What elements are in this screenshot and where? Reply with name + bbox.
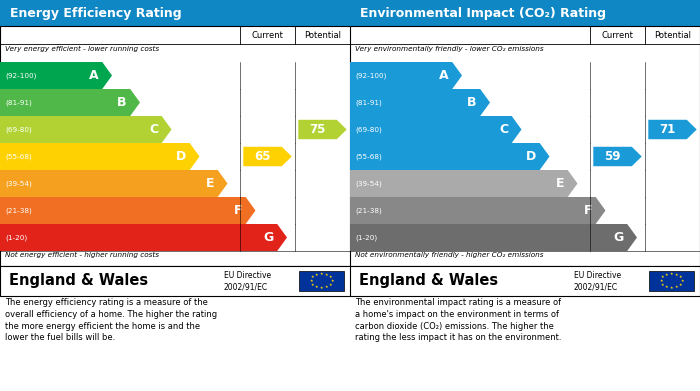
Text: EU Directive
2002/91/EC: EU Directive 2002/91/EC xyxy=(224,271,271,291)
Text: G: G xyxy=(263,231,274,244)
Text: (39-54): (39-54) xyxy=(6,180,32,187)
Text: England & Wales: England & Wales xyxy=(8,273,148,289)
Text: C: C xyxy=(149,123,158,136)
Text: ★: ★ xyxy=(659,279,663,283)
Polygon shape xyxy=(0,170,228,197)
Text: England & Wales: England & Wales xyxy=(358,273,498,289)
Text: A: A xyxy=(439,69,449,82)
Text: ★: ★ xyxy=(679,276,682,280)
Text: (21-38): (21-38) xyxy=(355,207,382,214)
Text: E: E xyxy=(206,177,214,190)
Text: (55-68): (55-68) xyxy=(355,153,382,160)
Text: ★: ★ xyxy=(329,283,332,287)
Text: Current: Current xyxy=(601,30,634,39)
Text: 71: 71 xyxy=(659,123,676,136)
Polygon shape xyxy=(298,120,346,139)
Polygon shape xyxy=(594,147,642,166)
Text: ★: ★ xyxy=(679,283,682,287)
Bar xyxy=(350,26,700,266)
Text: D: D xyxy=(526,150,536,163)
Text: Current: Current xyxy=(251,30,284,39)
Text: (21-38): (21-38) xyxy=(6,207,32,214)
Text: E: E xyxy=(556,177,564,190)
Polygon shape xyxy=(0,143,199,170)
Text: ★: ★ xyxy=(661,276,664,280)
Text: ★: ★ xyxy=(665,285,668,289)
Text: EU Directive
2002/91/EC: EU Directive 2002/91/EC xyxy=(574,271,621,291)
Text: Not energy efficient - higher running costs: Not energy efficient - higher running co… xyxy=(6,252,160,258)
Text: C: C xyxy=(499,123,508,136)
Text: (1-20): (1-20) xyxy=(6,234,27,241)
Polygon shape xyxy=(0,116,172,143)
Text: B: B xyxy=(117,96,127,109)
Polygon shape xyxy=(350,143,550,170)
Text: Very environmentally friendly - lower CO₂ emissions: Very environmentally friendly - lower CO… xyxy=(355,46,544,52)
Text: Energy Efficiency Rating: Energy Efficiency Rating xyxy=(10,7,182,20)
Text: (55-68): (55-68) xyxy=(6,153,32,160)
Text: ★: ★ xyxy=(325,273,329,277)
Bar xyxy=(350,266,700,296)
Text: B: B xyxy=(467,96,477,109)
Text: ★: ★ xyxy=(676,273,679,277)
Text: ★: ★ xyxy=(676,285,679,289)
Text: Environmental Impact (CO₂) Rating: Environmental Impact (CO₂) Rating xyxy=(360,7,606,20)
Polygon shape xyxy=(350,224,637,251)
Text: ★: ★ xyxy=(320,272,323,276)
Text: 59: 59 xyxy=(604,150,621,163)
Bar xyxy=(0,266,350,296)
Bar xyxy=(650,271,694,291)
Text: Very energy efficient - lower running costs: Very energy efficient - lower running co… xyxy=(6,46,160,52)
Text: A: A xyxy=(89,69,99,82)
Polygon shape xyxy=(350,62,462,89)
Text: ★: ★ xyxy=(320,286,323,290)
Polygon shape xyxy=(0,197,256,224)
Polygon shape xyxy=(350,197,606,224)
Bar xyxy=(0,26,350,266)
Text: ★: ★ xyxy=(325,285,329,289)
Text: (69-80): (69-80) xyxy=(355,126,382,133)
Text: F: F xyxy=(234,204,242,217)
Text: ★: ★ xyxy=(311,283,314,287)
Text: (39-54): (39-54) xyxy=(355,180,382,187)
Polygon shape xyxy=(350,116,522,143)
Polygon shape xyxy=(244,147,292,166)
Text: (92-100): (92-100) xyxy=(355,72,386,79)
Text: Potential: Potential xyxy=(304,30,341,39)
Text: ★: ★ xyxy=(309,279,313,283)
Polygon shape xyxy=(0,62,112,89)
Polygon shape xyxy=(350,89,490,116)
Text: D: D xyxy=(176,150,186,163)
Bar xyxy=(0,0,350,26)
Text: ★: ★ xyxy=(665,273,668,277)
Text: 65: 65 xyxy=(254,150,271,163)
Bar xyxy=(300,271,344,291)
Text: (1-20): (1-20) xyxy=(355,234,377,241)
Text: (81-91): (81-91) xyxy=(355,99,382,106)
Text: The energy efficiency rating is a measure of the
overall efficiency of a home. T: The energy efficiency rating is a measur… xyxy=(6,298,218,343)
Polygon shape xyxy=(350,170,578,197)
Text: ★: ★ xyxy=(670,272,673,276)
Polygon shape xyxy=(0,224,287,251)
Text: (92-100): (92-100) xyxy=(6,72,36,79)
Text: F: F xyxy=(584,204,592,217)
Text: G: G xyxy=(613,231,624,244)
Text: Potential: Potential xyxy=(654,30,691,39)
Text: Not environmentally friendly - higher CO₂ emissions: Not environmentally friendly - higher CO… xyxy=(355,252,544,258)
Text: ★: ★ xyxy=(315,273,318,277)
Text: 75: 75 xyxy=(309,123,326,136)
Text: ★: ★ xyxy=(329,276,332,280)
Text: ★: ★ xyxy=(330,279,334,283)
Polygon shape xyxy=(0,89,140,116)
Text: ★: ★ xyxy=(680,279,684,283)
Text: ★: ★ xyxy=(670,286,673,290)
Text: The environmental impact rating is a measure of
a home's impact on the environme: The environmental impact rating is a mea… xyxy=(355,298,561,343)
Polygon shape xyxy=(648,120,696,139)
Text: ★: ★ xyxy=(661,283,664,287)
Text: ★: ★ xyxy=(315,285,318,289)
Bar xyxy=(350,0,700,26)
Text: ★: ★ xyxy=(311,276,314,280)
Text: (81-91): (81-91) xyxy=(6,99,32,106)
Text: (69-80): (69-80) xyxy=(6,126,32,133)
